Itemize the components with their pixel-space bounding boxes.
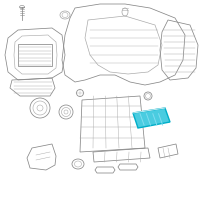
Polygon shape	[133, 108, 170, 128]
